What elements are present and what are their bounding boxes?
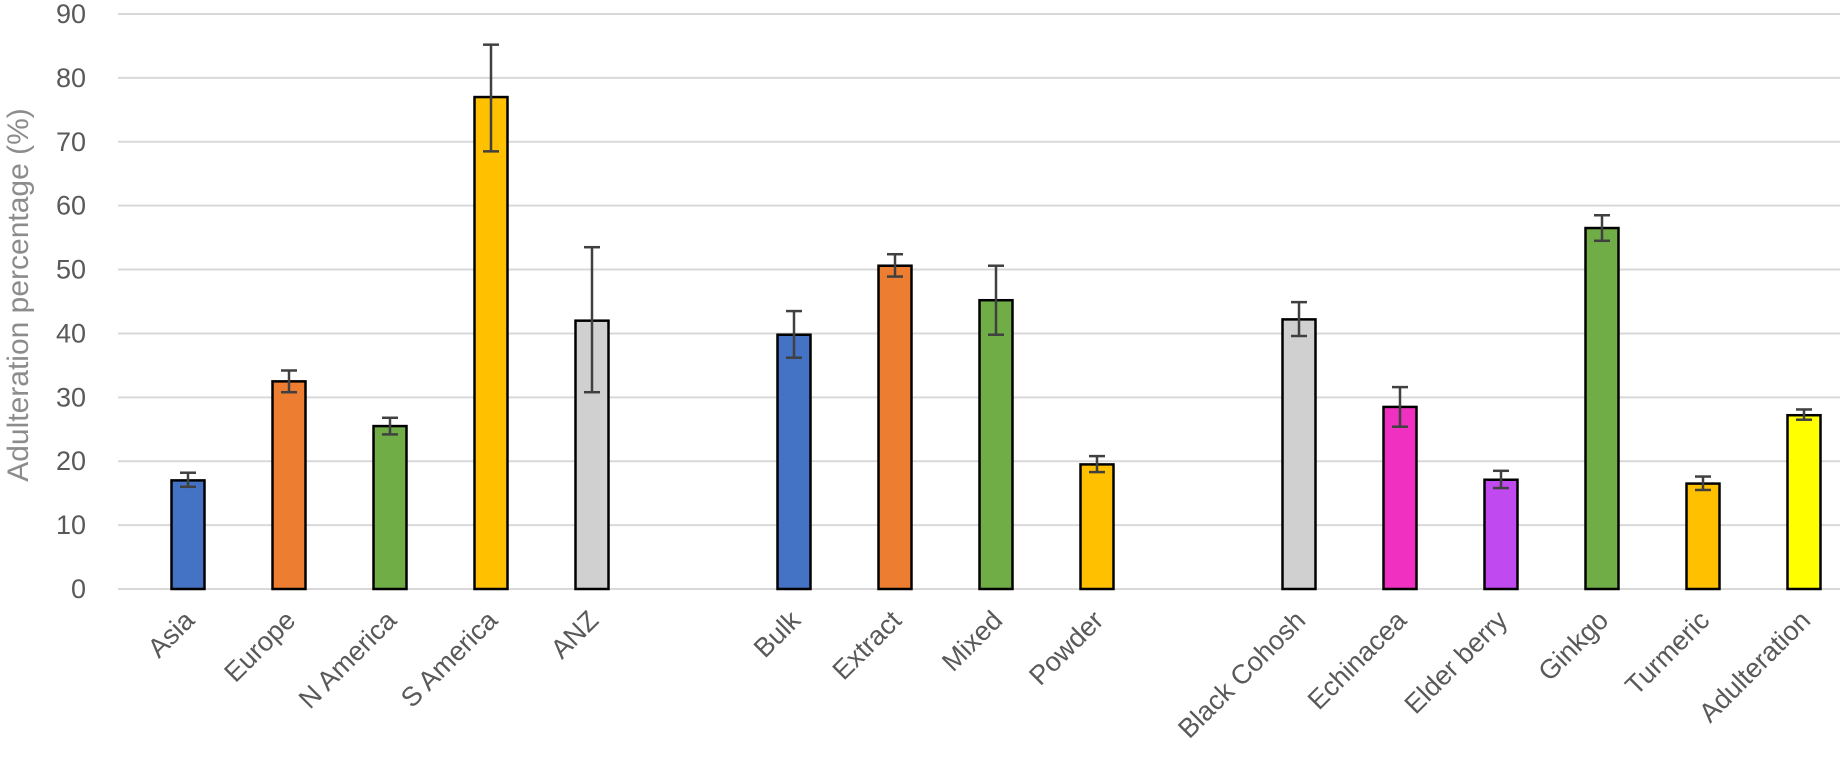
y-tick-label: 60 — [56, 191, 86, 221]
y-tick-label: 20 — [56, 446, 86, 476]
y-tick-label: 30 — [56, 382, 86, 412]
bar-bulk — [776, 333, 812, 591]
bar-black-cohosh — [1281, 318, 1317, 591]
bar-ginkgo — [1584, 226, 1620, 591]
error-bars — [180, 43, 1812, 492]
bar-mixed — [978, 298, 1014, 591]
bar-elder-berry — [1483, 478, 1519, 591]
bar-echinacea — [1382, 405, 1418, 591]
x-tick-label: Asia — [142, 604, 201, 663]
y-axis-title: Adulteration percentage (%) — [2, 108, 35, 482]
x-tick-label: Black Cohosh — [1172, 605, 1311, 744]
y-axis-ticks: 0 10 20 30 40 50 60 70 80 90 — [56, 0, 86, 604]
bars — [170, 95, 1822, 591]
x-tick-label: Echinacea — [1302, 604, 1413, 715]
bar-powder — [1079, 463, 1115, 591]
x-tick-label: Europe — [218, 605, 301, 688]
x-tick-label: Mixed — [936, 605, 1008, 677]
x-tick-label: Powder — [1023, 605, 1109, 691]
x-tick-label: Elder berry — [1399, 605, 1514, 720]
y-tick-label: 40 — [56, 318, 86, 348]
bar-extract — [877, 264, 913, 591]
y-tick-label: 90 — [56, 0, 86, 29]
y-tick-label: 80 — [56, 63, 86, 93]
y-tick-label: 70 — [56, 127, 86, 157]
y-tick-label: 50 — [56, 255, 86, 285]
bar-europe — [271, 380, 307, 591]
y-tick-label: 0 — [71, 574, 86, 604]
x-tick-label: Bulk — [748, 605, 807, 664]
bar-s-america — [473, 95, 509, 591]
x-tick-label: Turmeric — [1619, 605, 1715, 701]
x-tick-label: S America — [395, 604, 504, 713]
x-tick-label: Extract — [827, 605, 908, 686]
bar-turmeric — [1685, 482, 1721, 591]
bar-n-america — [372, 424, 408, 591]
bar-asia — [170, 479, 206, 591]
x-tick-label: ANZ — [545, 605, 604, 664]
x-tick-label: N America — [293, 604, 403, 714]
x-tick-label: Ginkgo — [1533, 605, 1615, 687]
y-tick-label: 10 — [56, 510, 86, 540]
bar-adulteration — [1786, 413, 1822, 591]
